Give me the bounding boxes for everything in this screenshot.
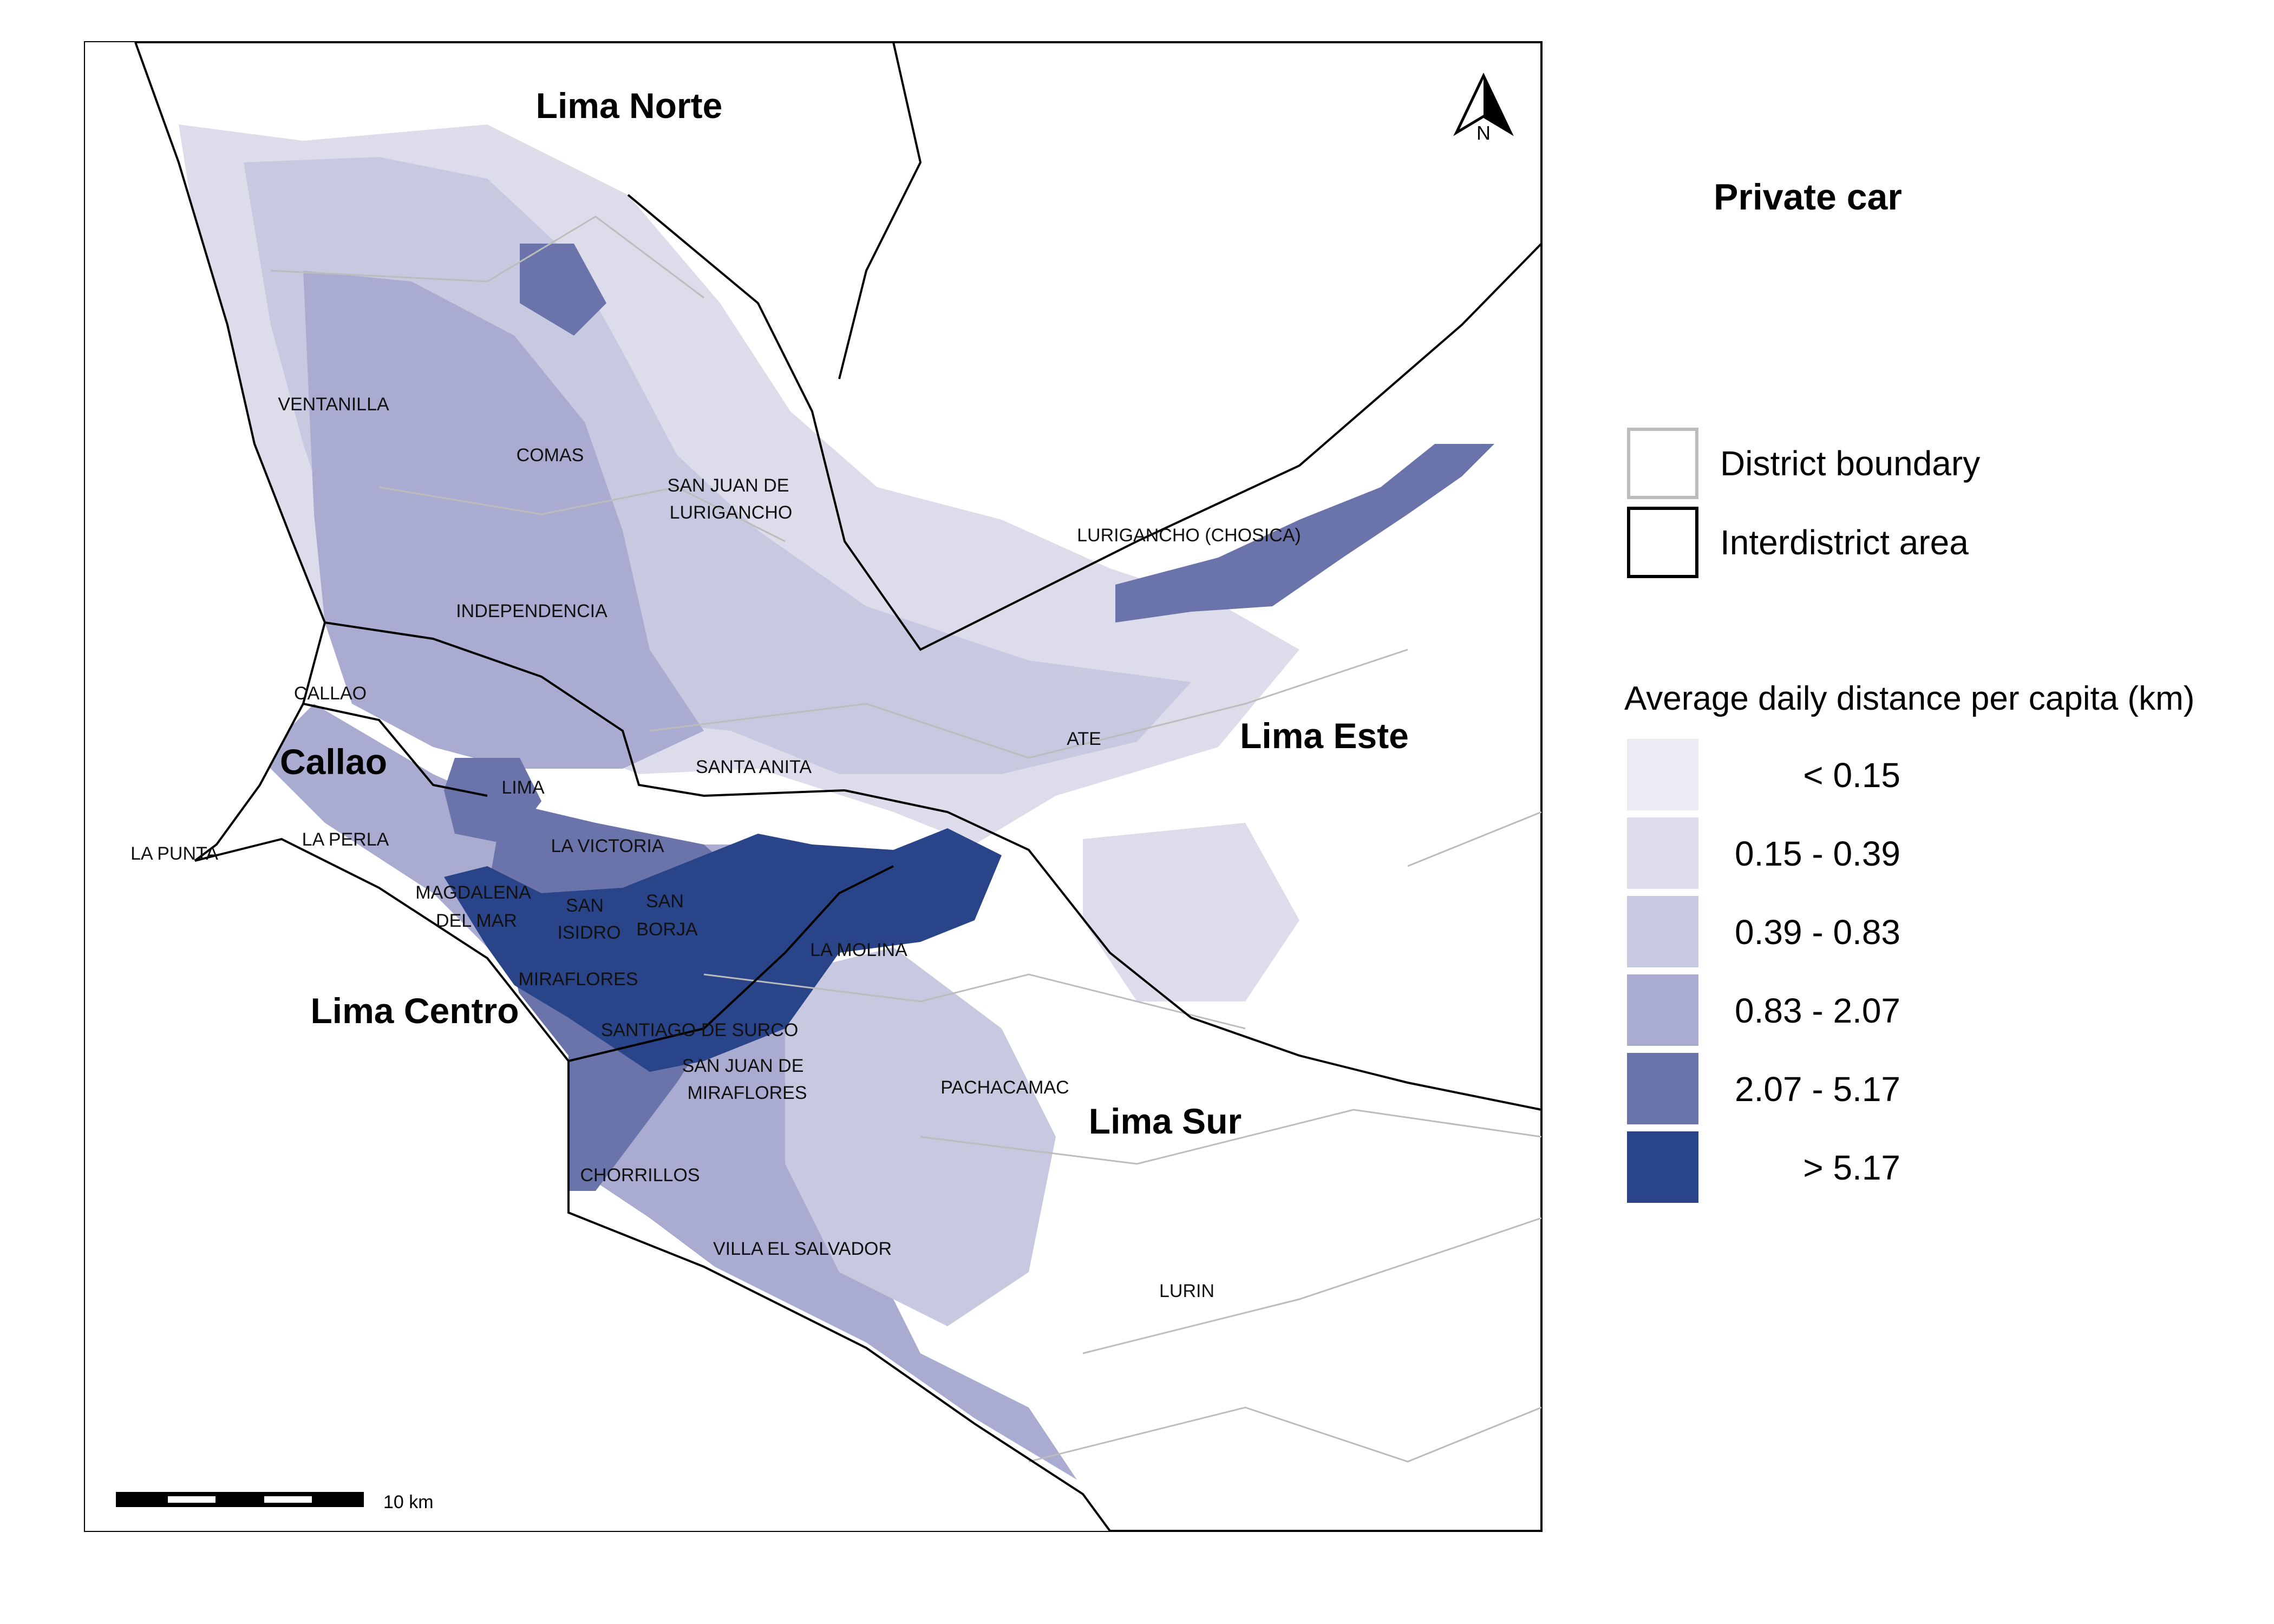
label-sjl-1: SAN JUAN DE — [668, 475, 789, 496]
label-villa-el-salvador: VILLA EL SALVADOR — [713, 1239, 892, 1259]
class-gt-517-lima — [444, 758, 541, 844]
callao-boundary — [303, 703, 488, 797]
choropleth-layer — [179, 125, 1494, 1489]
label-la-perla: LA PERLA — [302, 829, 389, 850]
scale-bar: 10 km — [116, 1492, 434, 1512]
label-san-borja-2: BORJA — [636, 919, 698, 940]
interdistrict-labels: Lima Norte Callao Lima Centro Lima Este … — [280, 86, 1409, 1141]
district-labels: VENTANILLA COMAS SAN JUAN DE LURIGANCHO … — [130, 394, 1301, 1301]
label-lurigancho-chosica: LURIGANCHO (CHOSICA) — [1077, 525, 1301, 546]
label-lima-centro: Lima Centro — [310, 991, 519, 1031]
interdistrict-boundaries — [134, 42, 1543, 1532]
legend-swatch-0 — [1627, 739, 1698, 810]
label-lima: LIMA — [501, 777, 545, 798]
label-san-isidro-2: ISIDRO — [557, 922, 620, 943]
class-207-517-north — [520, 244, 606, 336]
scale-label: 10 km — [383, 1492, 434, 1512]
coastline — [134, 42, 1111, 1532]
legend-swatch-4 — [1627, 1053, 1698, 1124]
lima-norte-este — [627, 194, 1543, 651]
class-207-517-chosica — [1115, 444, 1494, 623]
label-la-punta: LA PUNTA — [130, 843, 218, 864]
label-lima-sur: Lima Sur — [1089, 1101, 1241, 1141]
label-lurin: LURIN — [1159, 1281, 1214, 1301]
label-surco: SANTIAGO DE SURCO — [601, 1020, 799, 1040]
district-boundary-swatch — [1627, 428, 1698, 499]
legend-swatch-1 — [1627, 817, 1698, 889]
north-arrow: N — [1453, 73, 1514, 144]
legend-heading: Average daily distance per capita (km) — [1624, 680, 2195, 717]
north-label: N — [1476, 122, 1491, 144]
north-edge — [838, 42, 922, 379]
label-callao-area: Callao — [280, 742, 387, 782]
label-ventanilla: VENTANILLA — [278, 394, 389, 415]
label-la-victoria: LA VICTORIA — [551, 836, 664, 856]
legend-class-label-4: 2.07 - 5.17 — [1735, 1070, 1900, 1109]
legend-swatch-2 — [1627, 896, 1698, 967]
label-la-molina: LA MOLINA — [810, 940, 907, 960]
legend-class-label-3: 0.83 - 2.07 — [1735, 991, 1900, 1030]
ocean — [85, 42, 325, 866]
legend-class-label-1: 0.15 - 0.39 — [1735, 834, 1900, 873]
legend-class-label-2: 0.39 - 0.83 — [1735, 913, 1900, 952]
label-magdalena-1: MAGDALENA — [415, 882, 531, 903]
class-gt-517-area — [444, 828, 1002, 1072]
legend-interdistrict-area: Interdistrict area — [1627, 507, 1969, 578]
ocean-south — [85, 834, 1110, 1531]
label-lima-norte: Lima Norte — [536, 86, 723, 126]
label-comas: COMAS — [517, 445, 584, 466]
interdistrict-area-label: Interdistrict area — [1720, 523, 1969, 562]
map-title: Private car — [1714, 176, 1902, 218]
label-san-borja-1: SAN — [646, 891, 684, 912]
legend-district-boundary: District boundary — [1627, 428, 1980, 499]
label-sjm-1: SAN JUAN DE — [682, 1056, 804, 1076]
label-independencia: INDEPENDENCIA — [456, 601, 607, 621]
label-ate: ATE — [1067, 729, 1101, 749]
label-magdalena-2: DEL MAR — [436, 911, 517, 931]
label-san-isidro-1: SAN — [566, 895, 604, 916]
label-miraflores: MIRAFLORES — [518, 969, 638, 990]
interdistrict-area-swatch — [1627, 507, 1698, 578]
label-pachacamac: PACHACAMAC — [940, 1077, 1069, 1098]
lima-centro-este — [844, 789, 1542, 1111]
legend-swatch-3 — [1627, 974, 1698, 1046]
class-015-039-east — [1083, 823, 1299, 1001]
label-sjm-2: MIRAFLORES — [687, 1083, 807, 1103]
label-santa-anita: SANTA ANITA — [696, 757, 812, 777]
label-callao: CALLAO — [294, 683, 367, 704]
district-boundary-label: District boundary — [1720, 444, 1981, 483]
lima-centro-sur — [568, 865, 894, 1062]
lima-norte-centro — [324, 621, 845, 797]
label-sjl-2: LURIGANCHO — [670, 502, 793, 523]
legend-class-label-5: > 5.17 — [1803, 1148, 1900, 1187]
label-chorrillos: CHORRILLOS — [580, 1165, 700, 1186]
label-lima-este: Lima Este — [1240, 716, 1409, 756]
class-083-207-area — [303, 271, 704, 769]
legend-swatch-5 — [1627, 1131, 1698, 1203]
district-boundaries — [270, 215, 1542, 1463]
legend-class-label-0: < 0.15 — [1803, 756, 1900, 795]
